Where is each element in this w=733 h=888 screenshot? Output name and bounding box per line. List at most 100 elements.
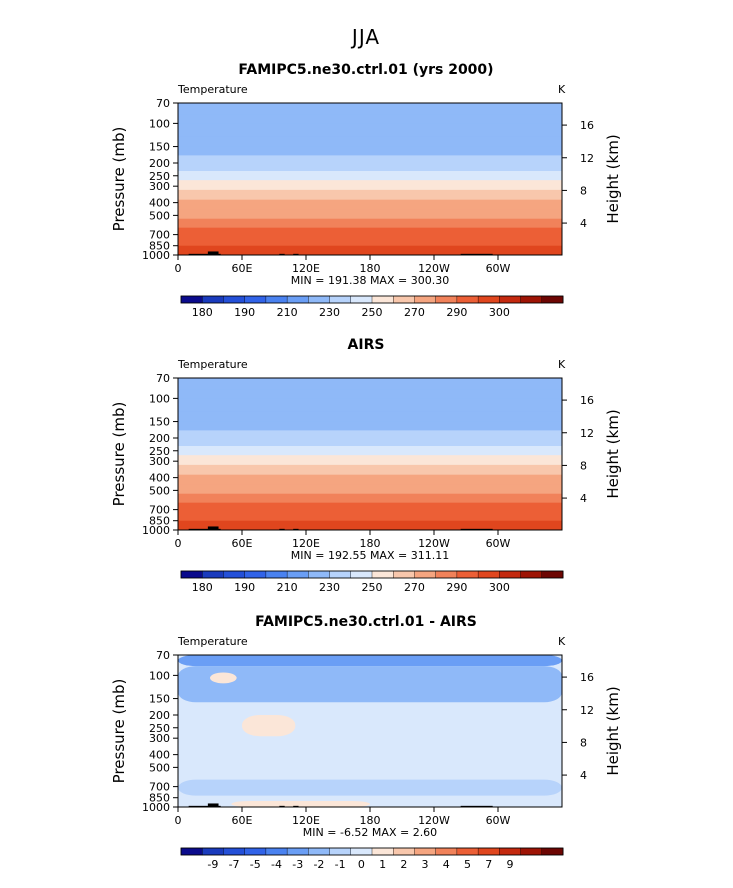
- colorbar-swatch: [265, 847, 288, 856]
- temperature-band: [178, 520, 562, 530]
- x-tick-label: 0: [175, 814, 182, 827]
- topography: [188, 805, 221, 807]
- y-tick-label: 400: [149, 197, 170, 210]
- min-max-stats: MIN = 192.55 MAX = 311.11: [291, 549, 449, 562]
- colorbar-swatch: [477, 847, 500, 856]
- colorbar-label: 290: [446, 306, 467, 319]
- colorbar-swatch: [244, 847, 267, 856]
- y2-tick-label: 16: [580, 394, 594, 407]
- topography: [279, 253, 285, 255]
- colorbar-swatch: [520, 847, 543, 856]
- temperature-band: [178, 493, 562, 504]
- colorbar-swatch: [286, 570, 309, 579]
- colorbar-label: 1: [379, 858, 386, 871]
- x-tick-label: 120E: [292, 814, 320, 827]
- colorbar-label: 4: [443, 858, 450, 871]
- topography: [188, 253, 221, 255]
- units-label: K: [558, 635, 566, 648]
- temperature-band: [178, 209, 562, 220]
- y-tick-label: 100: [149, 669, 170, 682]
- colorbar-label: -7: [229, 858, 240, 871]
- colorbar-label: 250: [362, 306, 383, 319]
- y2-axis-label: Height (km): [604, 686, 622, 775]
- x-tick-label: 120W: [418, 262, 450, 275]
- y-tick-label: 500: [149, 209, 170, 222]
- panel-title: FAMIPC5.ne30.ctrl.01 (yrs 2000): [238, 62, 493, 78]
- colorbar-swatch: [456, 295, 479, 304]
- y-tick-label: 150: [149, 141, 170, 154]
- y-tick-label: 100: [149, 117, 170, 130]
- temperature-band: [178, 398, 562, 412]
- colorbar-swatch: [435, 570, 458, 579]
- y-tick-label: 70: [156, 372, 170, 385]
- colorbar-swatch: [308, 847, 331, 856]
- temperature-band: [178, 163, 562, 172]
- colorbar-swatch: [393, 295, 415, 304]
- difference-region: [178, 666, 562, 703]
- y2-axis-label: Height (km): [604, 134, 622, 223]
- temperature-band: [178, 227, 562, 237]
- variable-label: Temperature: [177, 83, 248, 96]
- colorbar-swatch: [520, 295, 543, 304]
- x-tick-label: 60W: [486, 814, 511, 827]
- temperature-band: [178, 136, 562, 148]
- y-tick-label: 850: [149, 240, 170, 253]
- temperature-band: [178, 245, 562, 255]
- y-tick-label: 100: [149, 392, 170, 405]
- colorbar-label: 230: [319, 581, 340, 594]
- topography: [207, 803, 219, 807]
- temperature-band: [178, 421, 562, 431]
- colorbar-label: 300: [489, 306, 510, 319]
- colorbar-label: 180: [192, 306, 213, 319]
- topography: [207, 526, 219, 530]
- difference-region: [231, 800, 370, 807]
- colorbar-frame: [180, 295, 564, 304]
- temperature-band: [178, 199, 562, 210]
- colorbar-label: -2: [313, 858, 324, 871]
- colorbar-label: -1: [335, 858, 346, 871]
- y2-tick-label: 4: [580, 217, 587, 230]
- temperature-band: [178, 411, 562, 423]
- y-tick-label: 150: [149, 416, 170, 429]
- temperature-band: [178, 464, 562, 476]
- topography: [460, 253, 493, 255]
- temperature-band: [178, 114, 562, 124]
- colorbar-swatch: [350, 295, 373, 304]
- difference-region: [178, 655, 562, 667]
- colorbar-swatch: [414, 847, 437, 856]
- y2-tick-label: 12: [580, 704, 594, 717]
- colorbar-label: 180: [192, 581, 213, 594]
- x-tick-label: 60E: [232, 814, 253, 827]
- temperature-band: [178, 430, 562, 439]
- temperature-band: [178, 378, 562, 390]
- x-tick-label: 60W: [486, 262, 511, 275]
- colorbar-swatch: [541, 570, 564, 579]
- panel-title: AIRS: [348, 337, 385, 353]
- colorbar-label: -3: [292, 858, 303, 871]
- temperature-band: [178, 170, 562, 181]
- units-label: K: [558, 358, 566, 371]
- colorbar-swatch: [371, 847, 394, 856]
- x-tick-label: 120W: [418, 537, 450, 550]
- colorbar-swatch: [393, 847, 415, 856]
- plot-area: [178, 103, 562, 255]
- x-tick-label: 60E: [232, 537, 253, 550]
- y2-tick-label: 12: [580, 427, 594, 440]
- colorbar-label: 210: [277, 306, 298, 319]
- min-max-stats: MIN = -6.52 MAX = 2.60: [303, 826, 437, 839]
- colorbar-label: 300: [489, 581, 510, 594]
- y-tick-label: 250: [149, 170, 170, 183]
- y-tick-label: 200: [149, 432, 170, 445]
- colorbar-swatch: [329, 847, 352, 856]
- figure-title: JJA: [350, 25, 380, 49]
- colorbar-swatch: [265, 570, 288, 579]
- temperature-band: [178, 455, 562, 466]
- y-tick-label: 850: [149, 792, 170, 805]
- y2-tick-label: 4: [580, 492, 587, 505]
- y-tick-label: 300: [149, 180, 170, 193]
- topography: [207, 251, 219, 255]
- colorbar-swatch: [499, 570, 522, 579]
- colorbar-swatch: [477, 570, 500, 579]
- y-tick-label: 150: [149, 693, 170, 706]
